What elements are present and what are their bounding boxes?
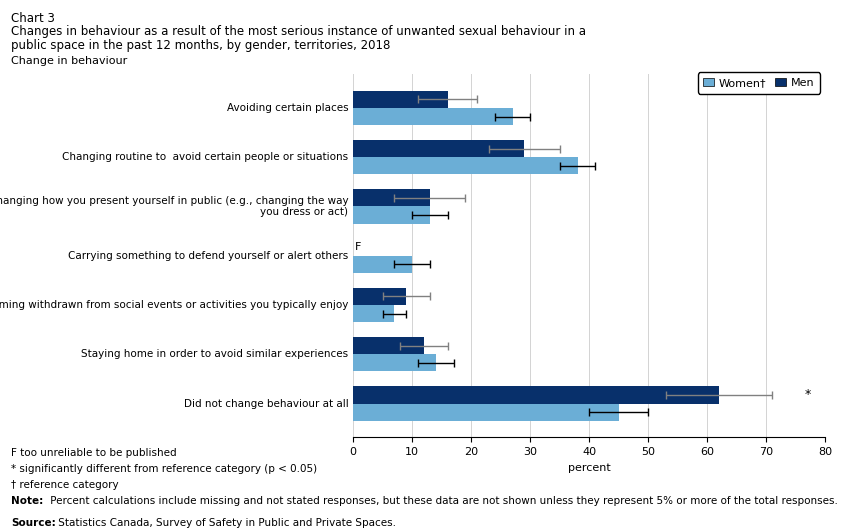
Text: Chart 3: Chart 3 xyxy=(11,12,55,25)
Legend: Women†, Men: Women†, Men xyxy=(698,73,820,94)
Bar xyxy=(353,288,406,305)
Text: Changes in behaviour as a result of the most serious instance of unwanted sexual: Changes in behaviour as a result of the … xyxy=(11,25,586,39)
Text: *: * xyxy=(805,388,811,401)
X-axis label: percent: percent xyxy=(568,463,611,473)
Text: Statistics Canada, Survey of Safety in Public and Private Spaces.: Statistics Canada, Survey of Safety in P… xyxy=(55,518,397,528)
Text: Source:: Source: xyxy=(11,518,56,528)
Bar xyxy=(353,157,578,174)
Bar xyxy=(353,354,436,372)
Bar xyxy=(353,189,430,207)
Bar xyxy=(353,403,619,421)
Bar xyxy=(353,140,524,157)
Text: Change in behaviour: Change in behaviour xyxy=(11,56,128,66)
Bar xyxy=(353,255,412,273)
Text: * significantly different from reference category (p < 0.05): * significantly different from reference… xyxy=(11,464,317,474)
Bar xyxy=(353,91,448,108)
Text: Note:: Note: xyxy=(11,496,43,506)
Bar xyxy=(353,207,430,224)
Bar xyxy=(353,386,719,403)
Text: † reference category: † reference category xyxy=(11,480,118,490)
Bar xyxy=(353,108,512,125)
Text: F too unreliable to be published: F too unreliable to be published xyxy=(11,448,177,458)
Text: F: F xyxy=(355,242,362,252)
Text: Percent calculations include missing and not stated responses, but these data ar: Percent calculations include missing and… xyxy=(47,496,837,506)
Bar xyxy=(353,337,424,354)
Text: public space in the past 12 months, by gender, territories, 2018: public space in the past 12 months, by g… xyxy=(11,39,391,52)
Bar xyxy=(353,305,395,322)
